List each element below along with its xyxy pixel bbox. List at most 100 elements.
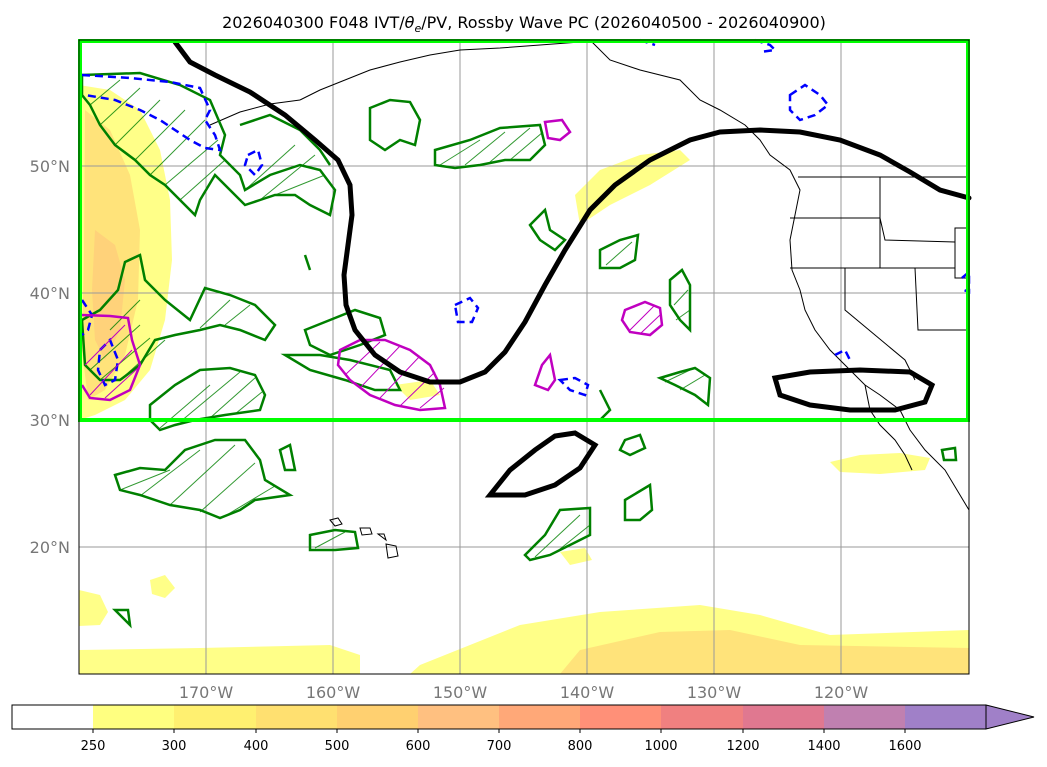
pc-contour-main <box>172 39 972 385</box>
pv-hatch-lines <box>84 304 661 409</box>
latitude-labels: 50°N 40°N 30°N 20°N <box>30 157 70 557</box>
pos-contour-16 <box>278 443 297 472</box>
pv-contour-5 <box>533 352 557 392</box>
lon-label-120w: 120°W <box>814 683 869 702</box>
pos-contour-17 <box>308 528 360 552</box>
colorbar-segment-1400 <box>824 705 905 729</box>
pos-contour-11 <box>148 366 267 432</box>
colorbar-segment-800 <box>580 705 661 729</box>
lon-label-130w: 130°W <box>687 683 742 702</box>
ivt-shade-south-west <box>79 590 108 626</box>
pos-contour-9 <box>303 308 387 357</box>
pc-contour-closed-2 <box>771 367 936 413</box>
pos-contour-12 <box>656 366 712 408</box>
figure-title: 2026040300 F048 IVT/θe/PV, Rossby Wave P… <box>222 13 826 35</box>
pos-contour-8 <box>80 253 277 382</box>
pos-contour-4 <box>433 123 547 170</box>
longitude-labels: 170°W 160°W 150°W 140°W 130°W 120°W <box>179 683 869 702</box>
state-border-1 <box>790 217 956 243</box>
coastlines <box>209 39 970 559</box>
colorbar-segment-600 <box>418 705 499 729</box>
neg-contour-1 <box>81 73 222 152</box>
cb-label-1400: 1400 <box>807 739 840 754</box>
pv-contour-1 <box>80 313 142 402</box>
map-background <box>79 40 969 674</box>
ivt-shade-baja <box>830 453 930 474</box>
pos-contour-15 <box>113 438 294 520</box>
map-frame <box>78 39 970 675</box>
colorbar-segment-1600 <box>905 705 986 729</box>
colorbar-segment-400 <box>256 705 337 729</box>
lon-label-160w: 160°W <box>306 683 361 702</box>
colorbar-segment-250 <box>93 705 174 729</box>
neg-contour-10 <box>834 348 852 361</box>
pv-contours <box>80 118 664 412</box>
state-border-5 <box>914 267 969 331</box>
lon-label-140w: 140°W <box>560 683 615 702</box>
cb-label-800: 800 <box>568 739 593 754</box>
pos-contour-3 <box>368 98 422 152</box>
aleutians <box>209 99 301 126</box>
lon-label-150w: 150°W <box>433 683 488 702</box>
cb-label-300: 300 <box>162 739 187 754</box>
lat-label-30: 30°N <box>30 411 70 430</box>
cb-label-400: 400 <box>244 739 269 754</box>
colorbar-segment-1000 <box>661 705 743 729</box>
cb-label-500: 500 <box>325 739 350 754</box>
map-panel <box>78 38 972 675</box>
colorbar-ticks <box>92 729 906 733</box>
pos-contour-22 <box>940 446 958 462</box>
pos-contour-10 <box>280 353 403 392</box>
ivt-shade-small-2 <box>150 575 175 598</box>
colorbar-segment-500 <box>337 705 418 729</box>
hatch-lines <box>89 79 706 558</box>
cb-label-1600: 1600 <box>888 739 921 754</box>
domain-box <box>78 39 970 422</box>
colorbar-segment-700 <box>499 705 580 729</box>
cb-label-1200: 1200 <box>726 739 759 754</box>
colorbar-segment-below <box>12 705 93 729</box>
ivt-shade-west-core <box>92 230 125 360</box>
lat-label-20: 20°N <box>30 538 70 557</box>
neg-contour-2 <box>243 148 264 177</box>
pos-contour-13 <box>598 389 612 421</box>
neg-contour-6 <box>453 296 480 324</box>
ivt-shade-small <box>395 380 440 400</box>
pv-contour-3 <box>620 300 664 337</box>
lat-label-40: 40°N <box>30 284 70 303</box>
pos-contour-19 <box>623 482 654 522</box>
colorbar-segment-1200 <box>743 705 824 729</box>
cb-label-700: 700 <box>487 739 512 754</box>
pc-contour-closed-1 <box>484 430 599 498</box>
pc-contours <box>172 39 972 498</box>
neg-contour-9 <box>557 376 590 397</box>
pos-contour-5 <box>528 207 567 252</box>
lat-label-50: 50°N <box>30 157 70 176</box>
ivt-shading <box>79 85 969 674</box>
ivt-shade-south-band <box>79 645 360 674</box>
pv-hatching <box>84 304 661 409</box>
pos-contour-21 <box>111 608 132 629</box>
lon-label-170w: 170°W <box>179 683 234 702</box>
colorbar-extend-arrow <box>985 704 1035 730</box>
neg-contour-5 <box>788 83 830 122</box>
pos-contour-14 <box>303 254 312 271</box>
ivt-shade-midlat <box>575 150 690 225</box>
colorbar-labels: 250 300 400 500 600 700 800 1000 1200 14… <box>81 739 922 754</box>
pos-contour-18 <box>523 506 592 562</box>
gulf-of-alaska-coast <box>299 41 581 101</box>
pos-contour-7 <box>668 268 692 334</box>
ivt-shade-south-band-inner <box>560 630 969 674</box>
cb-label-250: 250 <box>81 739 106 754</box>
hawaii-islands <box>329 517 399 559</box>
pv-contour-2 <box>336 338 447 412</box>
baja-peninsula <box>864 384 913 471</box>
cb-label-1000: 1000 <box>644 739 677 754</box>
cb-label-600: 600 <box>406 739 431 754</box>
pos-contour-20 <box>618 433 647 457</box>
pv-contour-4 <box>543 118 572 142</box>
colorbar-segment-300 <box>174 705 256 729</box>
alaska-coast <box>589 39 970 511</box>
pos-contour-6 <box>598 233 640 270</box>
